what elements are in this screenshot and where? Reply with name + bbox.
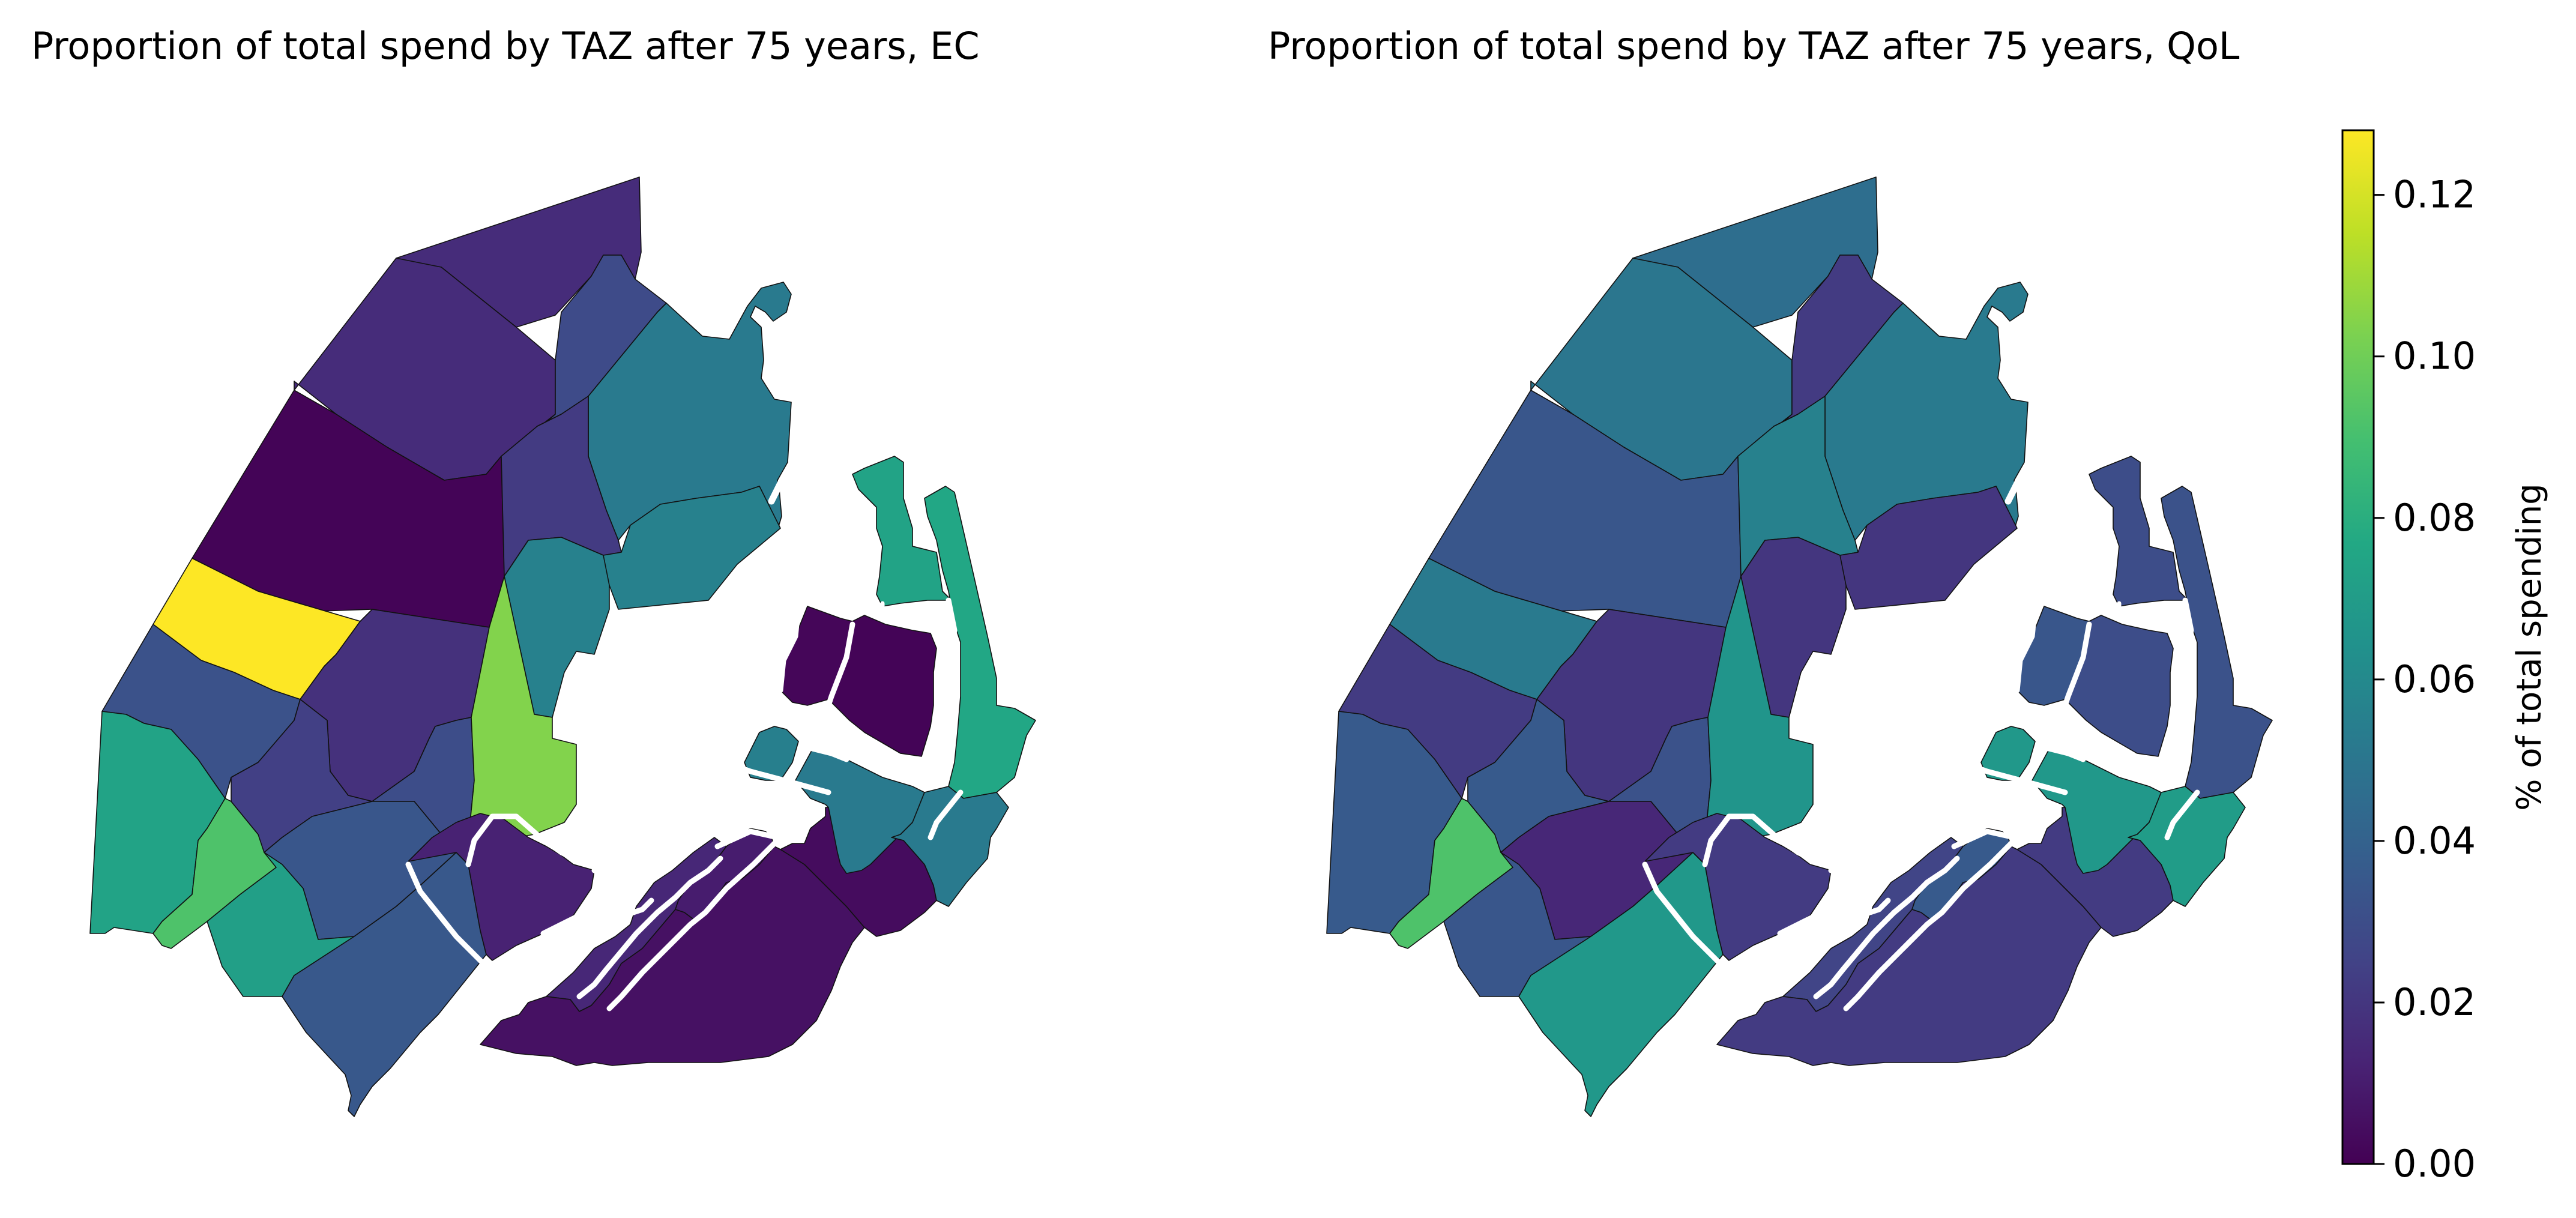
taz-zone-harbour-teal	[2089, 456, 2189, 607]
taz-zone-small-teal	[1980, 726, 2036, 781]
taz-zone-se-teal	[795, 747, 925, 874]
colorbar: 0.00 0.02 0.04 0.06 0.08 0.10 0.12 % of total …	[2341, 129, 2549, 1186]
colorbar-tick-label: 0.04	[2393, 819, 2476, 863]
colorbar-gradient	[2341, 129, 2375, 1165]
taz-zone-ring-inner	[1644, 813, 1832, 961]
taz-zone-sw-teal	[207, 852, 355, 997]
choropleth-map-ec	[89, 176, 1036, 1117]
taz-zone-se-teal	[2032, 747, 2162, 874]
taz-zone-east-strip	[2161, 486, 2273, 799]
map-title-ec: Proportion of total spend by TAZ after 7…	[31, 24, 980, 68]
colorbar-tick-label: 0.12	[2393, 173, 2476, 217]
taz-zone-sw-slate	[1518, 852, 1724, 1117]
taz-zone-se-tip	[2128, 786, 2246, 907]
colorbar-label: % of total spending	[2510, 483, 2549, 810]
map-title-qol: Proportion of total spend by TAZ after 7…	[1268, 24, 2240, 68]
canals	[1642, 480, 2200, 1011]
taz-zone-island-east	[2065, 615, 2174, 757]
taz-zone-harbour-teal	[852, 456, 952, 607]
colorbar-tick-label: 0.10	[2393, 334, 2476, 378]
taz-zone-ring-inner	[408, 813, 595, 961]
taz-zone-lime-block	[1704, 576, 1814, 841]
colorbar-tick-label: 0.08	[2393, 496, 2476, 540]
canals	[405, 480, 964, 1011]
taz-zone-island-east	[828, 615, 937, 757]
colorbar-tick-label: 0.06	[2393, 657, 2476, 701]
choropleth-map-qol	[1326, 176, 2273, 1117]
colorbar-ticks: 0.00 0.02 0.04 0.06 0.08 0.10 0.12	[2374, 173, 2476, 1186]
taz-zone-north-east-teal	[1824, 282, 2029, 541]
colorbar-tick-label: 0.02	[2393, 980, 2476, 1024]
taz-zone-lime-block	[468, 576, 577, 841]
taz-zone-sw-slate	[282, 852, 487, 1117]
taz-zone-sw-teal	[1443, 852, 1591, 997]
colorbar-tick-label: 0.00	[2393, 1142, 2476, 1186]
taz-zone-small-teal	[744, 726, 799, 781]
taz-zone-north-east-teal	[588, 282, 792, 541]
taz-zone-east-strip	[924, 486, 1036, 799]
taz-zone-se-tip	[891, 786, 1009, 907]
